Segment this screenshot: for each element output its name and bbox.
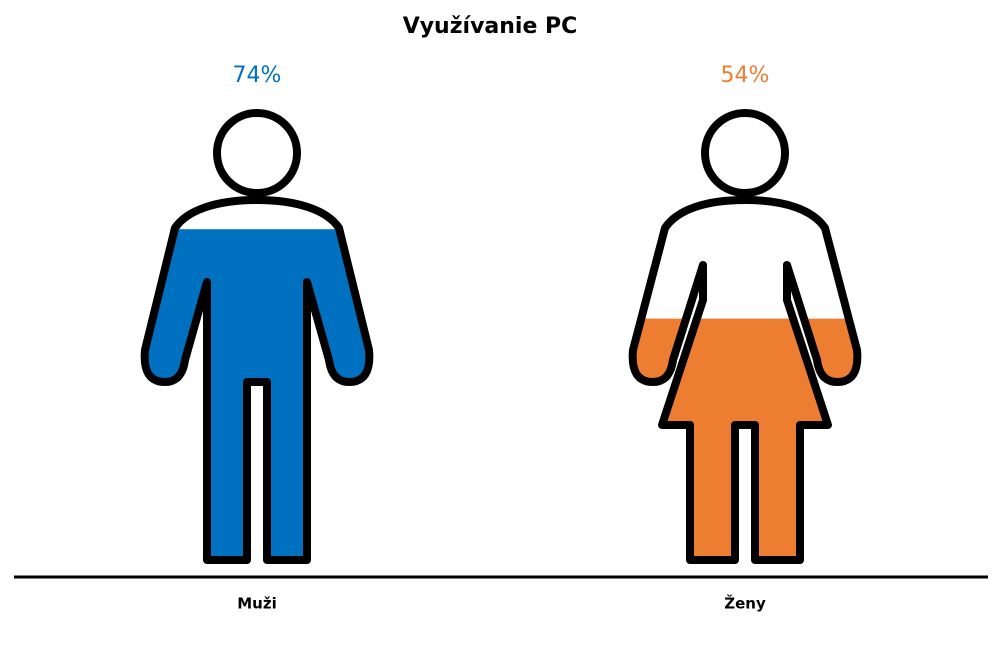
category-label: Ženy <box>724 594 766 613</box>
figure-head <box>213 109 301 197</box>
figure-outline <box>628 196 862 564</box>
figure-fill <box>632 318 858 560</box>
figure-head <box>701 109 789 197</box>
value-label: 74% <box>233 63 282 88</box>
category-label: Muži <box>237 595 276 613</box>
value-label: 54% <box>721 63 770 88</box>
chart-title: Využívanie PC <box>403 14 578 39</box>
figure-outline <box>140 196 374 564</box>
